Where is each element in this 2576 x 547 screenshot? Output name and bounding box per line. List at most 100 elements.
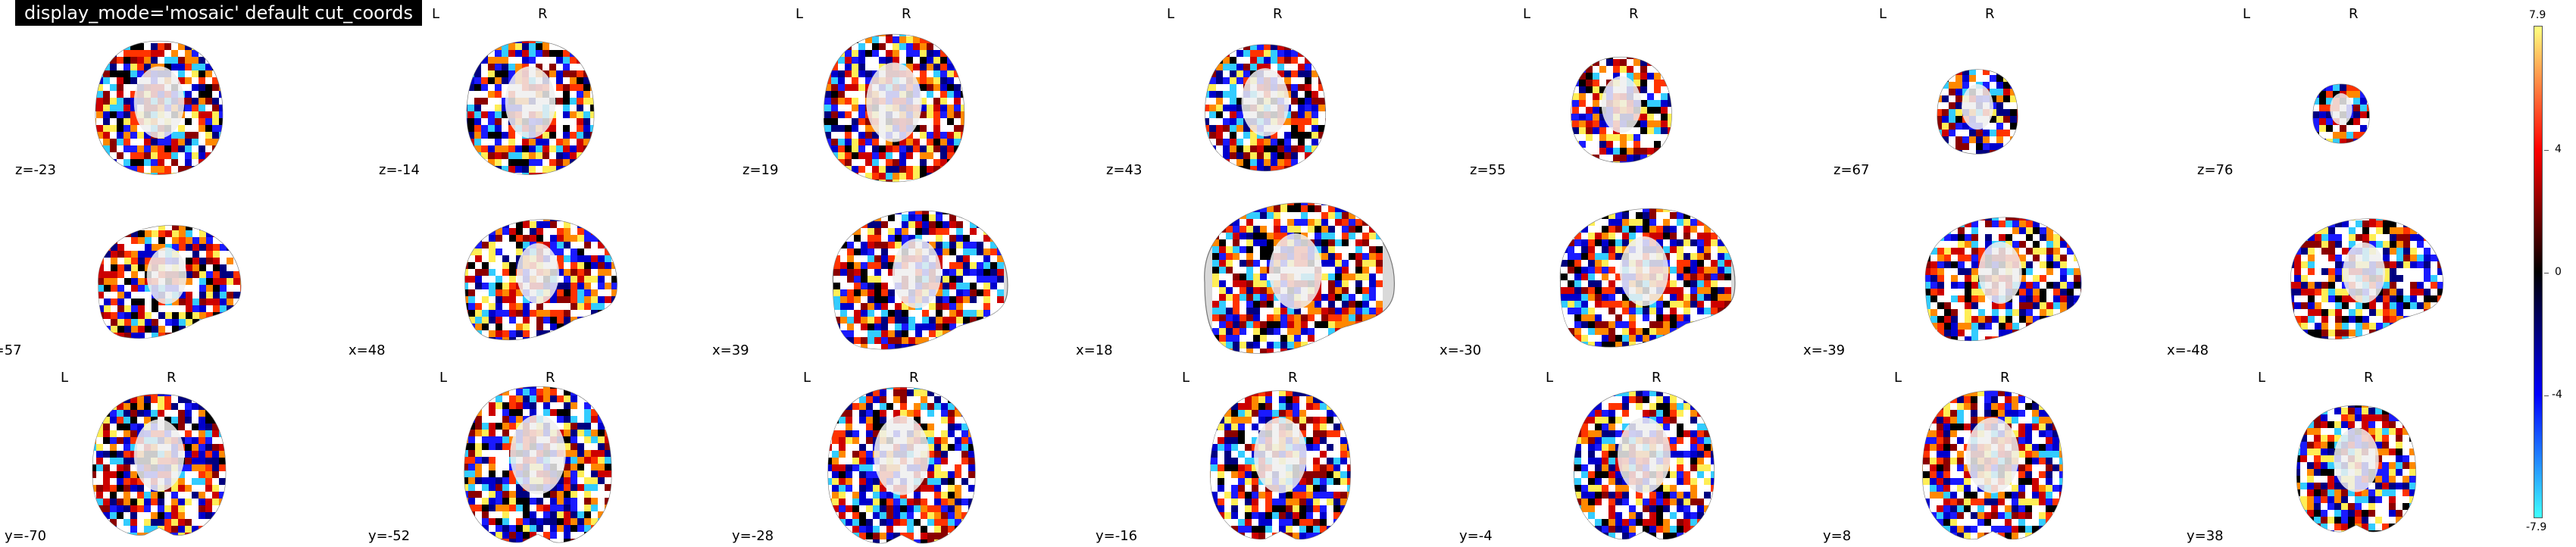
slice-coordinate-label: y=-16 <box>1096 528 1138 544</box>
activation-overlay <box>824 34 964 182</box>
activation-overlay <box>1925 217 2081 341</box>
activation-overlay <box>467 41 594 175</box>
slice-coordinate-label: x=-48 <box>2167 342 2209 358</box>
right-orientation-label: R <box>902 6 911 22</box>
sagittal-slice-panel: x=-30 <box>1440 182 1788 364</box>
sagittal-slice-image <box>2290 217 2443 339</box>
coronal-slice-panel: y=-52 L R <box>364 364 697 545</box>
axial-slice-panel: z=76 L R <box>2182 0 2515 182</box>
colorbar-min-label: -7.9 <box>2526 521 2547 533</box>
axial-slice-image <box>1571 56 1672 163</box>
activation-overlay <box>1571 57 1672 163</box>
slice-coordinate-label: z=76 <box>2197 162 2234 178</box>
activation-overlay <box>1574 391 1715 539</box>
activation-overlay <box>95 41 223 175</box>
axial-slice-image <box>1205 44 1326 172</box>
sagittal-slice-panel: x=-48 <box>2167 182 2515 364</box>
right-orientation-label: R <box>2364 370 2374 386</box>
axial-slice-image <box>1937 69 2018 155</box>
activation-overlay <box>1210 391 1351 539</box>
coronal-slice-panel: y=38 L R <box>2182 364 2515 545</box>
axial-slice-image <box>823 33 965 183</box>
slice-coordinate-label: z=19 <box>742 162 779 178</box>
right-orientation-label: R <box>1273 6 1283 22</box>
slice-coordinate-label: z=67 <box>1834 162 1870 178</box>
right-orientation-label: R <box>538 6 548 22</box>
right-orientation-label: R <box>1985 6 1995 22</box>
activation-overlay <box>464 386 611 542</box>
left-orientation-label: L <box>1182 370 1190 386</box>
left-orientation-label: L <box>1894 370 1902 386</box>
sagittal-slice-image <box>1559 208 1736 348</box>
axial-slice-panel: z=43 L R <box>1091 0 1424 182</box>
colorbar-tick-label: 0 <box>2555 266 2562 278</box>
sagittal-slice-panel: x=39 <box>712 182 1061 364</box>
left-orientation-label: L <box>1546 370 1554 386</box>
sagittal-slice-panel: x=18 <box>1076 182 1424 364</box>
left-orientation-label: L <box>432 6 440 22</box>
slice-coordinate-label: z=-23 <box>15 162 56 178</box>
activation-overlay <box>1922 391 2063 539</box>
colorbar-max-label: 7.9 <box>2529 9 2546 21</box>
slice-coordinate-label: x=18 <box>1076 342 1113 358</box>
colorbar-tick <box>2544 395 2549 396</box>
right-orientation-label: R <box>2000 370 2010 386</box>
coronal-slice-panel: y=-70 L R <box>0 364 333 545</box>
activation-overlay <box>1937 70 2018 154</box>
coronal-slice-image <box>827 386 976 544</box>
coronal-slice-image <box>1922 390 2063 540</box>
sagittal-slice-panel: x=-39 <box>1803 182 2152 364</box>
sagittal-slice-image <box>464 219 617 341</box>
left-orientation-label: L <box>796 6 804 22</box>
sagittal-slice-panel: x=57 <box>0 182 333 364</box>
sagittal-slice-image <box>832 210 1008 350</box>
left-orientation-label: L <box>61 370 69 386</box>
activation-overlay <box>1561 208 1731 347</box>
axial-slice-panel: z=-14 L R <box>364 0 697 182</box>
coronal-slice-panel: y=-4 L R <box>1455 364 1788 545</box>
left-orientation-label: L <box>439 370 448 386</box>
slice-coordinate-label: z=55 <box>1470 162 1506 178</box>
slice-coordinate-label: x=48 <box>349 342 386 358</box>
axial-slice-panel: z=67 L R <box>1818 0 2152 182</box>
activation-overlay <box>833 211 1004 349</box>
sagittal-row: x=57 x=48 x=39 x=18 x=-30 x=-39 x=-48 <box>0 182 2546 364</box>
right-orientation-label: R <box>1652 370 1662 386</box>
right-orientation-label: R <box>1629 6 1639 22</box>
activation-overlay <box>828 387 975 543</box>
slice-coordinate-label: y=-52 <box>368 528 411 544</box>
axial-slice-image <box>95 40 224 175</box>
sagittal-slice-image <box>1924 216 2082 341</box>
activation-overlay <box>1212 203 1383 354</box>
left-orientation-label: L <box>1167 6 1175 22</box>
sagittal-slice-image <box>1204 202 1395 354</box>
coronal-slice-image <box>1210 390 1351 540</box>
coronal-slice-image <box>464 386 612 542</box>
slice-coordinate-label: y=8 <box>1823 528 1852 544</box>
activation-overlay <box>2312 84 2370 143</box>
slice-coordinate-label: z=43 <box>1106 162 1143 178</box>
axial-slice-image <box>466 40 595 175</box>
slice-coordinate-label: x=-30 <box>1440 342 1482 358</box>
coronal-slice-panel: y=8 L R <box>1818 364 2152 545</box>
right-orientation-label: R <box>909 370 919 386</box>
activation-overlay <box>1205 45 1326 171</box>
figure-title: display_mode='mosaic' default cut_coords <box>15 0 422 26</box>
axial-slice-panel: z=19 L R <box>727 0 1061 183</box>
slice-coordinate-label: z=-14 <box>379 162 420 178</box>
slice-coordinate-label: x=-39 <box>1803 342 1846 358</box>
axial-slice-panel: z=-23 <box>0 0 333 182</box>
right-orientation-label: R <box>1288 370 1298 386</box>
coronal-slice-panel: y=-28 L R <box>727 364 1061 545</box>
colorbar-tick-label: -4 <box>2552 389 2562 401</box>
activation-overlay <box>98 225 241 339</box>
coronal-slice-image <box>2296 405 2417 533</box>
left-orientation-label: L <box>1879 6 1887 22</box>
colorbar-tick-label: 4 <box>2555 143 2562 155</box>
slice-coordinate-label: y=-4 <box>1459 528 1493 544</box>
coronal-slice-image <box>1574 390 1715 540</box>
right-orientation-label: R <box>546 370 555 386</box>
sagittal-slice-panel: x=48 <box>349 182 697 364</box>
